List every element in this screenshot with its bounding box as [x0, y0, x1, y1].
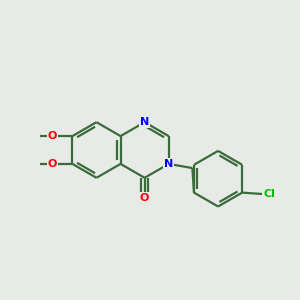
Text: O: O	[140, 193, 149, 203]
Text: N: N	[140, 117, 149, 127]
Text: N: N	[164, 159, 173, 169]
Text: O: O	[48, 159, 57, 169]
Text: Cl: Cl	[263, 189, 275, 199]
Text: O: O	[48, 131, 57, 141]
